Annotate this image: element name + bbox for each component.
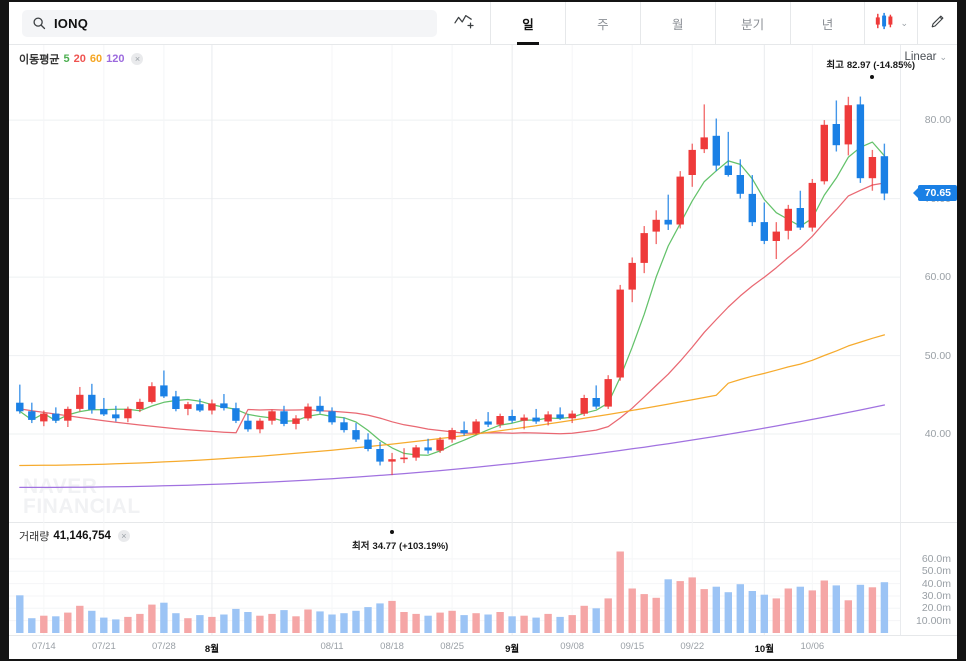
ma-period-120[interactable]: 120 [106, 53, 125, 65]
volume-axis: 60.0m 50.0m 40.0m 30.0m 20.0m 10.00m [900, 523, 957, 635]
volume-tick-label: 30.0m [921, 589, 951, 602]
price-tick-label: 40.00 [924, 428, 951, 441]
price-chart-panel: NAVER FINANCIAL 이동평균 5 20 60 120 × Linea… [9, 45, 957, 552]
volume-tick-label: 20.0m [921, 602, 951, 615]
date-tick-label: 07/28 [152, 641, 176, 652]
tab-quarter[interactable]: 분기 [714, 2, 790, 45]
ma-legend-title: 이동평균 [19, 54, 60, 66]
date-tick-label: 08/18 [380, 641, 404, 652]
date-tick-label: 09/08 [560, 641, 585, 652]
pencil-icon [930, 13, 946, 34]
tab-quarter-label: 분기 [741, 17, 765, 32]
low-annotation: 최저 34.77 (+103.19%) [352, 538, 448, 552]
price-tick-label: 60.00 [924, 271, 951, 284]
add-chart-button[interactable] [437, 2, 490, 45]
volume-legend-value: 41,146,754 [53, 530, 111, 542]
tab-year-label: 년 [821, 17, 834, 32]
volume-panel: 거래량 41,146,754 × 60.0m 50.0m 40.0m 30.0m 20.… [9, 523, 957, 635]
chevron-down-icon: ⌄ [939, 51, 947, 62]
volume-legend-close-icon[interactable]: × [117, 530, 130, 542]
search-input[interactable]: IONQ [22, 9, 437, 37]
date-axis: 07/14 07/21 07/28 8월 08/11 08/18 08/25 9월 09/08 0… [9, 635, 957, 657]
tab-day-label: 일 [522, 17, 534, 32]
date-tick-label: 08/25 [440, 641, 464, 652]
tab-year[interactable]: 년 [789, 2, 865, 45]
low-marker-dot [390, 530, 395, 535]
date-tick-label: 8월 [204, 644, 219, 655]
tab-month-label: 월 [671, 17, 684, 32]
date-tick-label: 10/06 [800, 641, 825, 652]
date-tick-label: 08/11 [320, 641, 344, 652]
candlestick-plot [9, 45, 900, 523]
tab-month[interactable]: 월 [639, 2, 715, 45]
search-icon [32, 16, 46, 30]
ma-period-60[interactable]: 60 [89, 53, 103, 65]
scale-type-select[interactable]: Linear ⌄ [904, 51, 947, 63]
high-annotation: 최고 82.97 (-14.85%) [826, 57, 915, 71]
current-price-badge: 70.65 [917, 185, 957, 202]
tab-week-label: 주 [597, 17, 609, 32]
volume-tick-label: 10.00m [915, 614, 951, 627]
high-annotation-value: 82.97 (-14.85%) [846, 59, 915, 71]
date-tick-label: 09/22 [680, 641, 705, 652]
price-tick-label: 80.00 [924, 114, 951, 127]
ma-period-5[interactable]: 5 [63, 53, 70, 65]
draw-tool-button[interactable] [917, 2, 957, 45]
volume-legend-title: 거래량 [19, 531, 50, 543]
ma-legend-close-icon[interactable]: × [131, 53, 144, 65]
chart-tools: ⌄ [864, 2, 957, 45]
tab-week[interactable]: 주 [564, 2, 640, 45]
moving-average-legend: 이동평균 5 20 60 120 × [19, 51, 144, 67]
period-tabs: 일 주 월 분기 년 [490, 2, 864, 45]
date-tick-label: 09/15 [620, 641, 645, 652]
volume-legend: 거래량 41,146,754 × [19, 528, 130, 544]
chevron-down-icon: ⌄ [900, 17, 908, 28]
search-value: IONQ [54, 15, 89, 31]
tab-day[interactable]: 일 [490, 2, 565, 45]
low-annotation-lead: 최저 [352, 541, 370, 553]
low-annotation-value: 34.77 (+103.19%) [372, 541, 449, 553]
date-tick-label: 07/14 [31, 641, 56, 652]
date-tick-label: 07/21 [91, 641, 116, 652]
volume-tick-label: 60.0m [921, 552, 951, 565]
high-marker-dot [870, 74, 875, 79]
ma-period-20[interactable]: 20 [73, 53, 86, 65]
volume-plot [9, 523, 900, 635]
date-tick-label: 9월 [505, 644, 520, 655]
volume-tick-label: 40.0m [921, 577, 951, 590]
price-tick-label: 50.00 [924, 349, 951, 362]
scale-type-label: Linear [904, 51, 937, 63]
line-chart-plus-icon [453, 12, 474, 35]
date-tick-label: 10월 [754, 644, 774, 655]
high-annotation-lead: 최고 [826, 59, 844, 71]
volume-tick-label: 50.0m [921, 565, 951, 578]
chart-type-button[interactable]: ⌄ [864, 2, 917, 45]
top-toolbar: IONQ 일 주 월 분기 년 [9, 2, 957, 45]
candlestick-icon [874, 12, 896, 35]
